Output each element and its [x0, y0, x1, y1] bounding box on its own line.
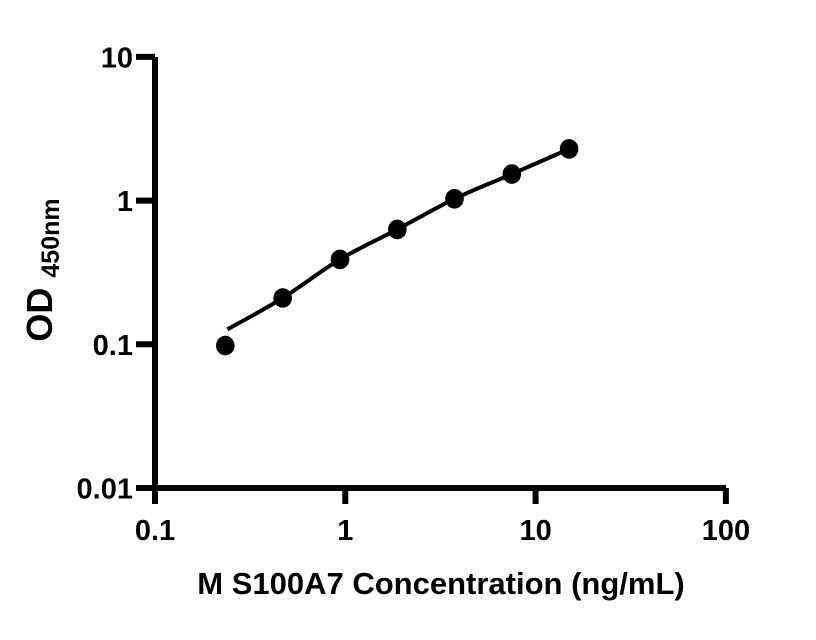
data-point-marker — [445, 189, 464, 209]
x-tick-label: 1 — [337, 515, 353, 547]
y-tick-label: 10 — [101, 42, 133, 74]
x-axis-title: M S100A7 Concentration (ng/mL) — [197, 566, 684, 601]
y-tick-label: 1 — [117, 186, 133, 218]
y-axis-title-main: OD — [19, 288, 60, 342]
x-axis-tick-labels: 0.1 1 10 100 — [135, 515, 750, 547]
y-tick-label: 0.01 — [77, 474, 133, 506]
y-axis-title: OD 450nm — [19, 198, 65, 341]
data-point-marker — [273, 288, 293, 308]
y-axis-tick-labels: 10 1 0.1 0.01 — [77, 42, 133, 505]
data-point-marker — [330, 249, 350, 270]
data-points-group — [216, 139, 579, 356]
data-point-marker — [559, 139, 579, 159]
x-tick-label: 0.1 — [135, 515, 175, 547]
y-tick-label: 0.1 — [93, 330, 133, 362]
data-point-marker — [502, 164, 522, 184]
y-axis-title-subscript: 450nm — [37, 198, 65, 277]
x-tick-label: 10 — [519, 515, 551, 547]
y-axis-ticks — [136, 53, 155, 491]
axis-spines — [152, 57, 726, 491]
x-tick-label: 100 — [702, 515, 750, 547]
data-point-marker — [388, 219, 407, 240]
data-point-marker — [216, 335, 235, 356]
